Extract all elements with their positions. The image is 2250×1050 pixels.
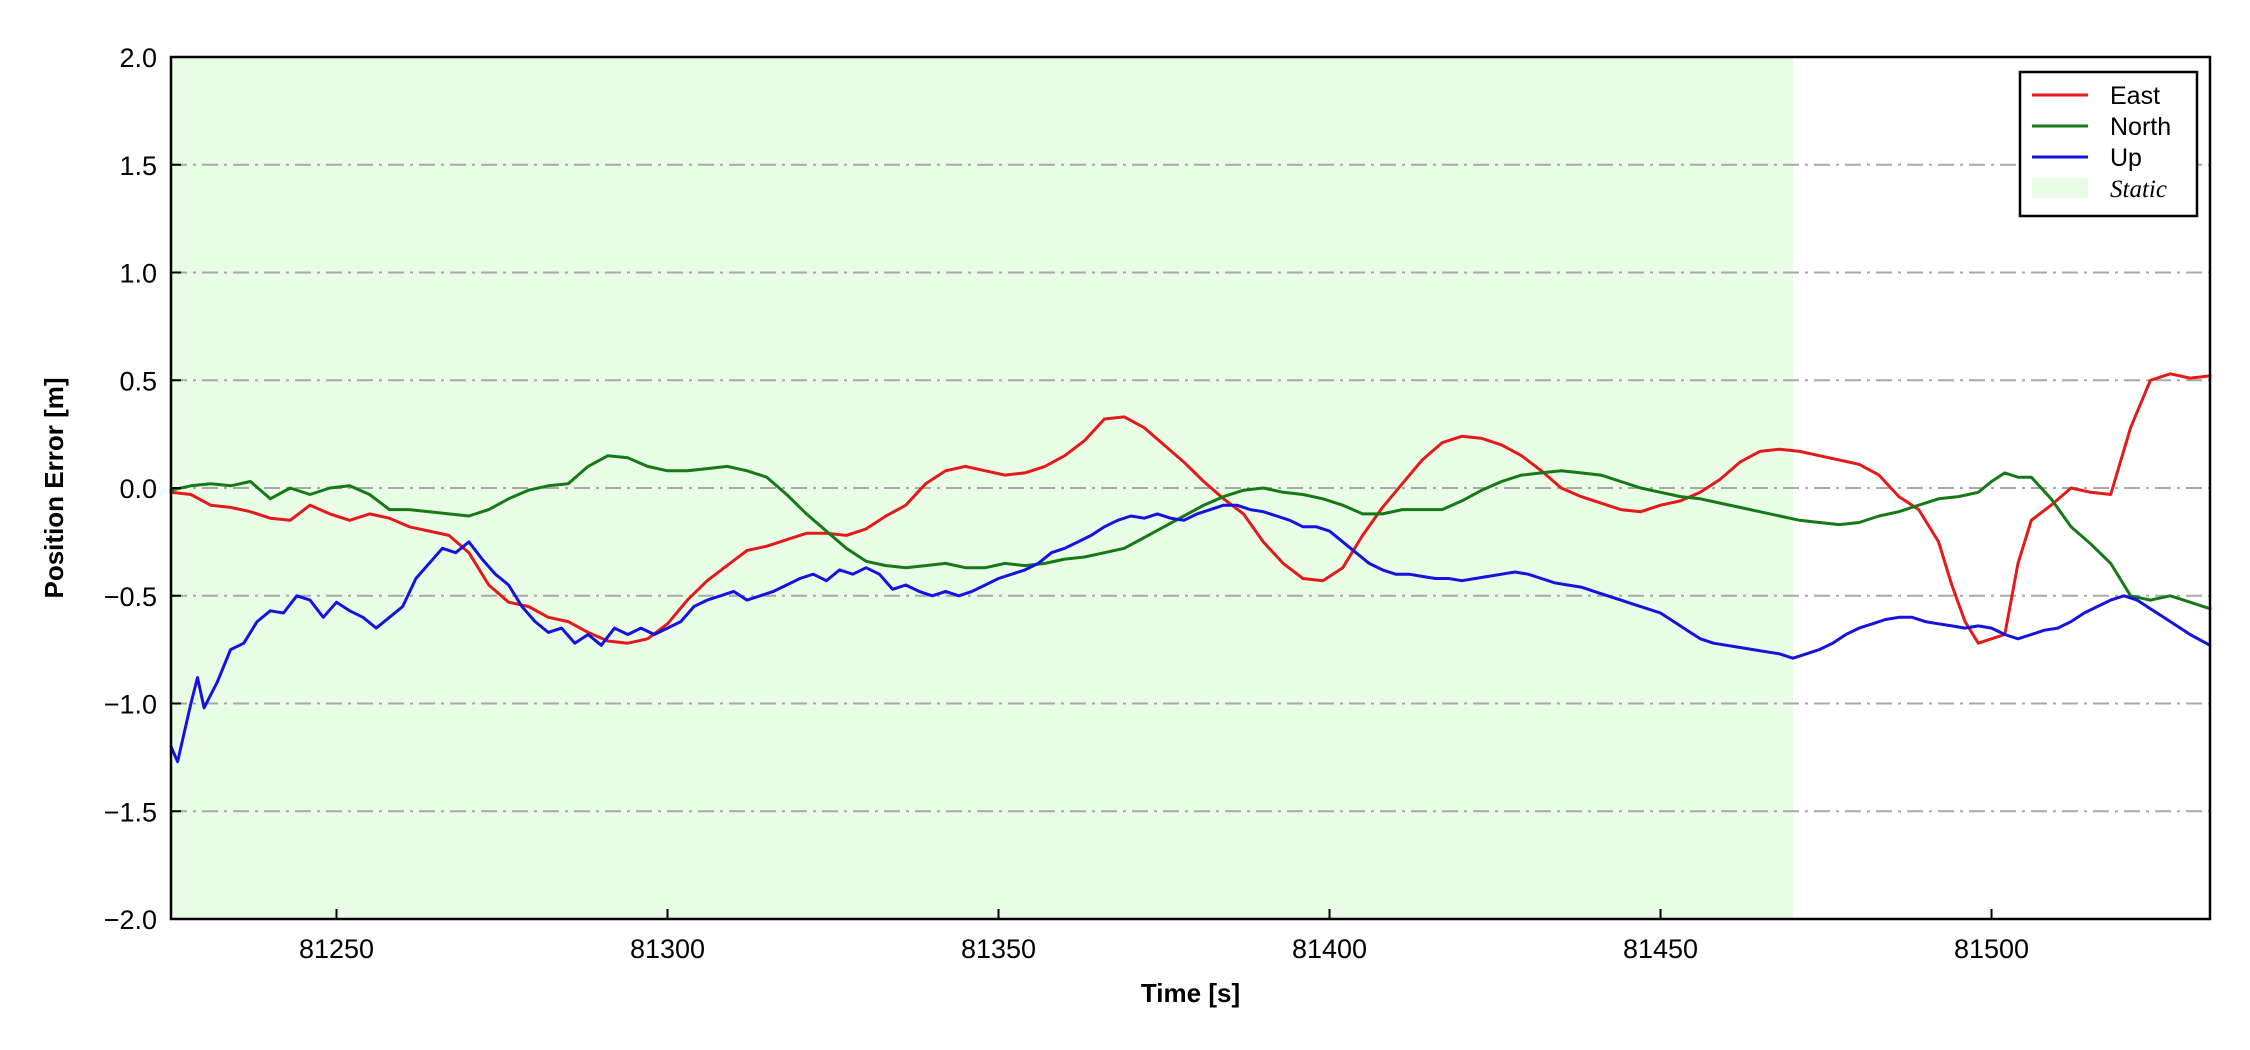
x-axis-label: Time [s] (1141, 978, 1240, 1008)
y-tick-label: 1.0 (119, 259, 157, 289)
y-tick-label: −1.0 (104, 690, 157, 720)
y-axis-ticks: −2.0 −1.5 −1.0 −0.5 0.0 0.5 1.0 1.5 2.0 (104, 43, 181, 935)
y-tick-label: 1.5 (119, 151, 157, 181)
series-line-east (169, 372, 2212, 645)
x-tick-label: 81400 (1292, 934, 1367, 964)
legend-label-up: Up (2110, 144, 2142, 172)
legend-label-east: East (2110, 82, 2160, 110)
x-tick-label: 81250 (299, 934, 374, 964)
y-tick-label: 0.5 (119, 366, 157, 396)
x-tick-label: 81350 (961, 934, 1036, 964)
legend-swatch-static (2032, 178, 2088, 198)
x-tick-label: 81500 (1954, 934, 2029, 964)
y-tick-label: −2.0 (104, 905, 157, 935)
series-lines (169, 372, 2212, 764)
y-tick-label: −0.5 (104, 582, 157, 612)
y-tick-label: 2.0 (119, 43, 157, 73)
y-tick-label: 0.0 (119, 474, 157, 504)
legend: East North Up Static (2018, 70, 2199, 218)
y-axis-label: Position Error [m] (39, 377, 69, 598)
series-line-up (169, 503, 2212, 764)
legend-label-north: North (2110, 113, 2171, 141)
x-tick-label: 81300 (630, 934, 705, 964)
series-line-north (169, 454, 2212, 611)
x-axis-ticks: 81250 81300 81350 81400 81450 81500 (299, 909, 2029, 964)
legend-label-static: Static (2110, 176, 2167, 203)
x-tick-label: 81450 (1623, 934, 1698, 964)
y-tick-label: −1.5 (104, 797, 157, 827)
